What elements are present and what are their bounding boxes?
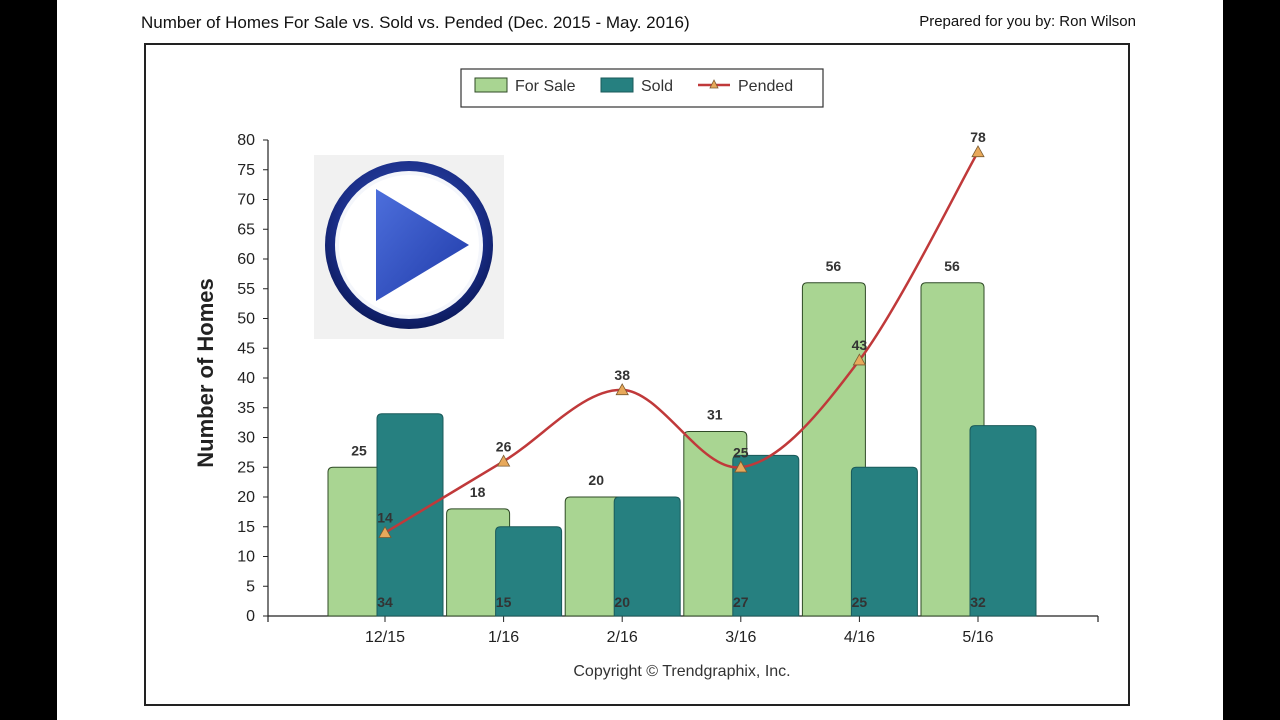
- y-tick-label: 55: [237, 281, 255, 298]
- prepared-by: Prepared for you by: Ron Wilson: [919, 13, 1136, 30]
- pended-marker: [971, 145, 985, 158]
- for-sale-bar: [446, 508, 511, 617]
- sold-data-label: 25: [852, 594, 868, 610]
- x-tick-label: 1/16: [488, 629, 519, 646]
- y-tick-label: 30: [237, 430, 255, 447]
- for-sale-data-label: 31: [707, 407, 723, 423]
- y-tick-label: 60: [237, 251, 255, 268]
- sold-bar: [850, 466, 918, 617]
- for-sale-bar: [920, 282, 985, 617]
- x-tick-label: 2/16: [607, 629, 638, 646]
- pended-data-label: 78: [970, 129, 986, 145]
- legend-box: [460, 68, 824, 108]
- for-sale-bar: [801, 282, 866, 617]
- legend-label-sold: Sold: [641, 78, 673, 95]
- x-tick-label: 3/16: [725, 629, 756, 646]
- y-tick-label: 15: [237, 519, 255, 536]
- x-tick-label: 4/16: [844, 629, 875, 646]
- legend-swatch-sold: [600, 77, 634, 93]
- y-tick-label: 70: [237, 192, 255, 209]
- page: Number of Homes For Sale vs. Sold vs. Pe…: [57, 0, 1223, 720]
- sold-data-label: 15: [496, 594, 512, 610]
- y-tick-label: 20: [237, 489, 255, 506]
- for-sale-data-label: 18: [470, 484, 486, 500]
- y-tick-label: 35: [237, 400, 255, 417]
- y-tick-label: 5: [246, 578, 255, 595]
- axes: 0 5 10 15 20 25 30 35 40 45 50 55 60 65 70 75 80 12/15 1/1…: [193, 132, 1099, 646]
- y-tick-label: 40: [237, 370, 255, 387]
- page-title: Number of Homes For Sale vs. Sold vs. Pe…: [141, 13, 690, 32]
- chart-frame: For Sale Sold Pended 0 5 10 15 20 25 30 35 40 45 50 5…: [144, 43, 1130, 706]
- legend-swatch-pended-marker: [709, 79, 719, 89]
- y-tick-label: 75: [237, 162, 255, 179]
- y-tick-label: 25: [237, 459, 255, 476]
- legend-label-pended: Pended: [738, 78, 793, 95]
- data-labels: 25 34 18 15 20 20 31 27 56 25 56 32 14 26 38 25 43 78: [351, 129, 986, 610]
- y-tick-label: 10: [237, 549, 255, 566]
- legend-swatch-for-sale: [474, 77, 508, 93]
- sold-data-label: 27: [733, 594, 749, 610]
- copyright-footer: Copyright © Trendgraphix, Inc.: [573, 663, 790, 680]
- legend: For Sale Sold Pended: [460, 68, 824, 108]
- sold-bar: [969, 425, 1037, 617]
- y-tick-label: 45: [237, 340, 255, 357]
- play-button-icon: [376, 189, 469, 301]
- sold-data-label: 34: [377, 594, 393, 610]
- pended-data-label: 38: [614, 367, 630, 383]
- pended-line-group: [378, 145, 985, 538]
- pended-data-label: 43: [852, 337, 868, 353]
- pended-data-label: 25: [733, 444, 749, 460]
- sold-bar: [376, 413, 444, 617]
- sold-bar: [732, 454, 800, 617]
- legend-label-for-sale: For Sale: [515, 78, 576, 95]
- pended-marker: [615, 383, 629, 396]
- play-button[interactable]: [314, 155, 504, 339]
- y-tick-label: 65: [237, 221, 255, 238]
- pended-marker: [852, 353, 867, 366]
- pended-data-label: 26: [496, 438, 512, 454]
- pended-marker: [378, 525, 392, 538]
- y-tick-label: 80: [237, 132, 255, 149]
- x-tick-label: 12/15: [365, 629, 405, 646]
- bars: [327, 282, 1037, 617]
- sold-data-label: 32: [970, 594, 986, 610]
- chart-svg: For Sale Sold Pended 0 5 10 15 20 25 30 35 40 45 50 5…: [193, 68, 1099, 680]
- for-sale-data-label: 25: [351, 442, 367, 458]
- pended-data-label: 14: [377, 510, 393, 526]
- pended-marker: [734, 460, 748, 473]
- x-tick-label: 5/16: [962, 629, 993, 646]
- for-sale-data-label: 56: [944, 258, 960, 274]
- y-tick-label: 0: [246, 608, 255, 625]
- y-axis-title: Number of Homes: [193, 278, 218, 467]
- sold-bar: [495, 526, 563, 617]
- sold-bar: [613, 496, 681, 617]
- for-sale-data-label: 20: [588, 472, 604, 488]
- for-sale-data-label: 56: [826, 258, 842, 274]
- y-tick-label: 50: [237, 311, 255, 328]
- sold-data-label: 20: [614, 594, 630, 610]
- pended-marker: [496, 454, 511, 467]
